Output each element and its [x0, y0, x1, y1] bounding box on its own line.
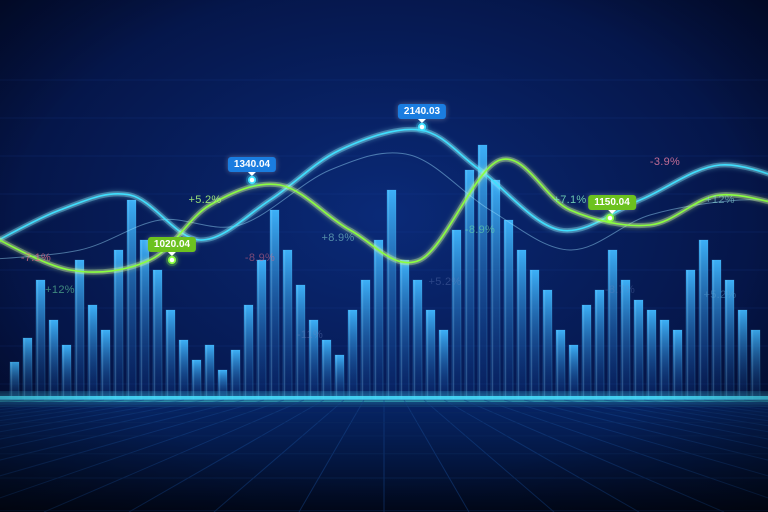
value-tag: 1020.04 [148, 237, 196, 252]
label-layer: 1020.04 1340.04 2140.03 1150.04 -7.1% +12% +5.… [0, 0, 768, 512]
percent-label: -7.1% [21, 252, 51, 264]
percent-label: +5.2% [429, 276, 462, 288]
percent-label: +12% [45, 284, 75, 296]
percent-label: -11% [297, 329, 323, 341]
value-tag: 2140.03 [398, 104, 446, 119]
percent-label: +5.2% [704, 289, 737, 301]
percent-label: -3.9% [650, 156, 680, 168]
percent-label: +5.2% [189, 194, 222, 206]
value-tag: 1340.04 [228, 157, 276, 172]
percent-label: -8.9% [465, 224, 495, 236]
stock-visual: 1020.04 1340.04 2140.03 1150.04 -7.1% +12% +5.… [0, 0, 768, 512]
percent-label: +7.1% [554, 194, 587, 206]
value-tag: 1150.04 [588, 195, 636, 210]
percent-label: +12% [705, 194, 735, 206]
percent-label: +8.9% [322, 232, 355, 244]
percent-label: -8.7% [605, 284, 635, 296]
percent-label: -8.9% [245, 252, 275, 264]
